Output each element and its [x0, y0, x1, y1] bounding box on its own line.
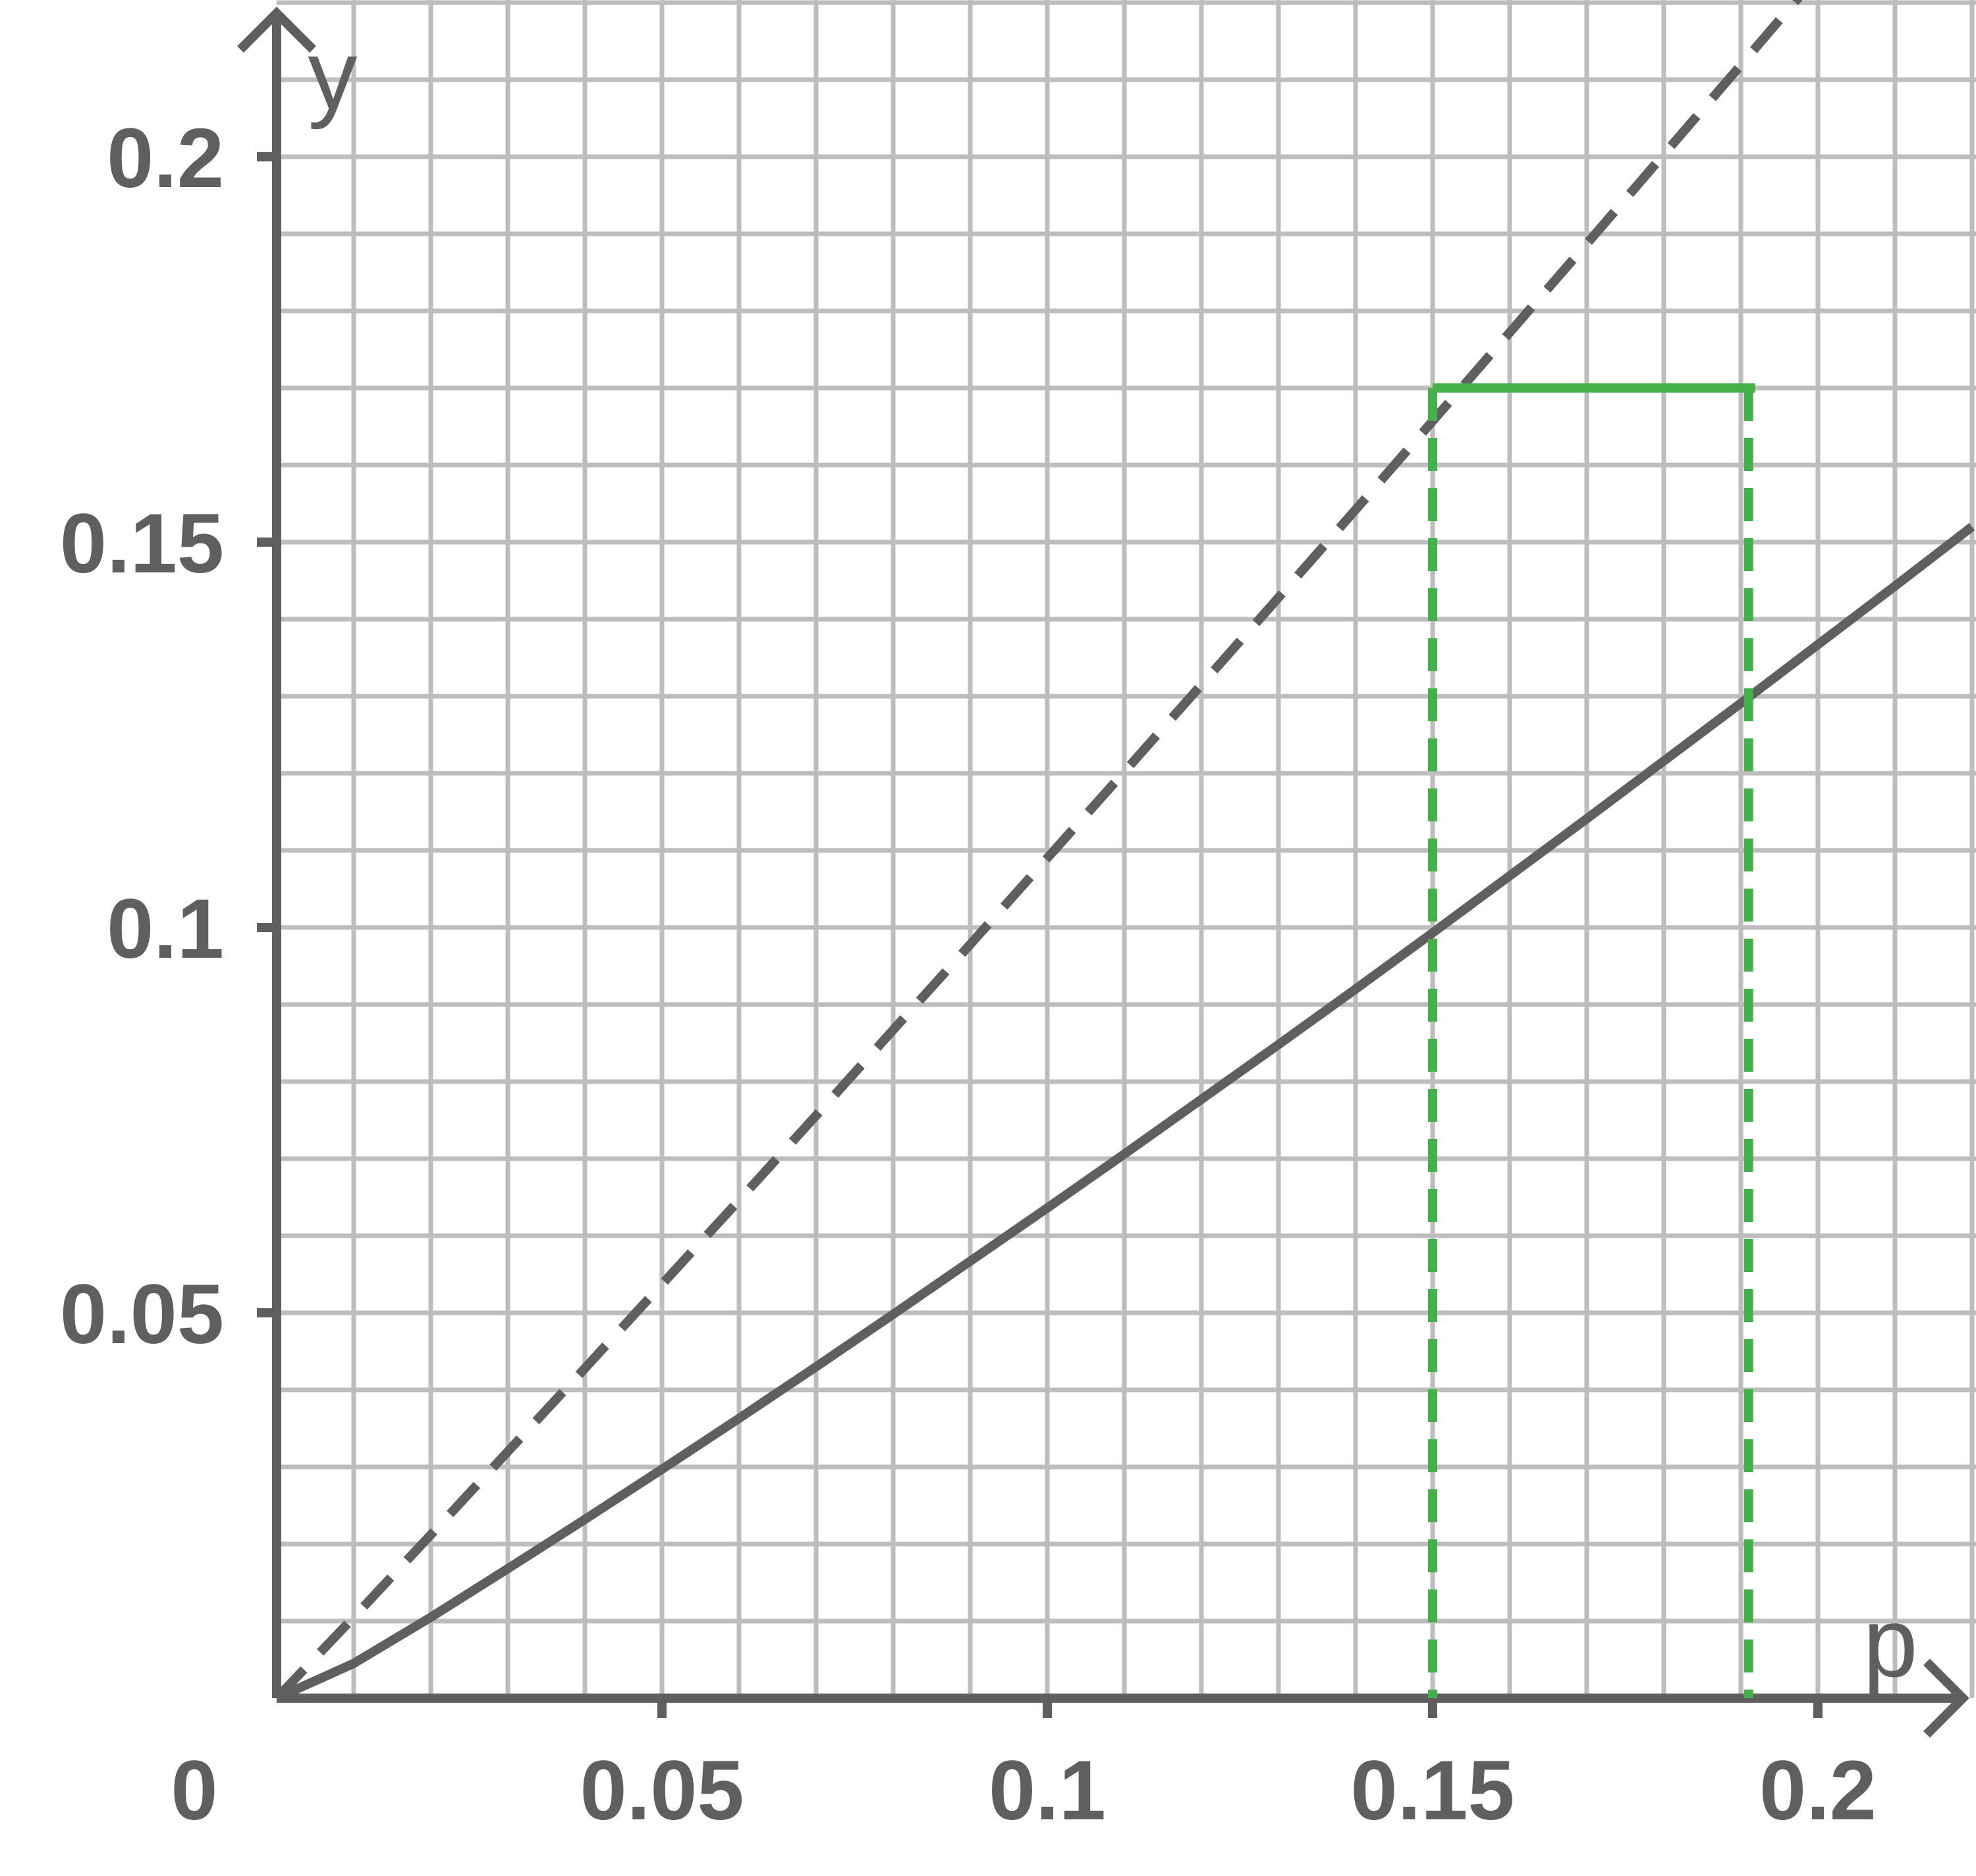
x-tick-label: 0.15 — [1350, 1744, 1514, 1838]
x-axis-label: p — [1863, 1587, 1917, 1697]
grid — [277, 0, 1976, 1698]
series — [273, 0, 1975, 1703]
y-tick-label: 0.1 — [107, 882, 224, 976]
y-tick-label: 0.15 — [60, 497, 224, 591]
labels: 0.05 0.1 0.15 0.2 0.05 0.1 0.15 0.2 0 p y — [60, 19, 1918, 1838]
x-tick-label: 0.1 — [989, 1744, 1106, 1838]
y-tick-label: 0.05 — [60, 1267, 224, 1362]
origin-label: 0 — [171, 1744, 217, 1838]
x-tick-label: 0.05 — [580, 1744, 744, 1838]
y-tick-label: 0.2 — [107, 111, 224, 206]
dashed-line-series — [273, 0, 1803, 1701]
solid-curve-series — [275, 523, 1975, 1703]
x-axis-arrow — [1923, 1659, 1969, 1738]
annotation — [1428, 383, 1755, 1698]
x-tick-label: 0.2 — [1759, 1744, 1877, 1838]
y-axis-label: y — [308, 19, 358, 130]
y-axis-arrow — [237, 7, 316, 53]
axes — [237, 7, 1969, 1738]
